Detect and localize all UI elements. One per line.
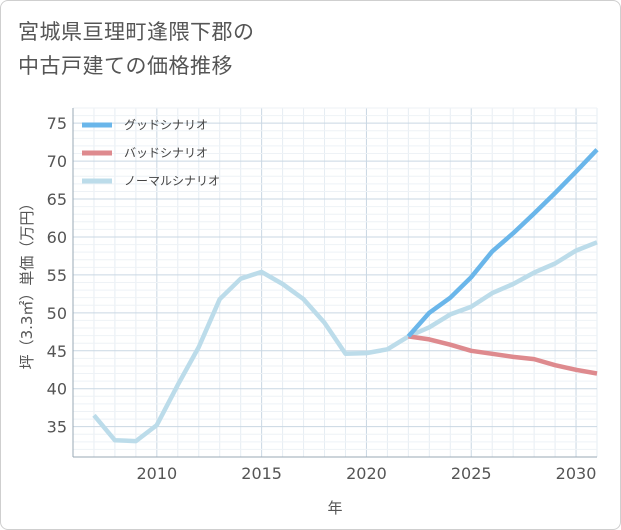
y-tick-label: 50 (47, 304, 67, 323)
y-tick-label: 40 (47, 380, 67, 399)
series-line (406, 148, 599, 338)
series-line (92, 240, 598, 444)
y-tick-label: 75 (47, 114, 67, 133)
y-tick-label: 60 (47, 228, 67, 247)
y-tick-label: 70 (47, 152, 67, 171)
y-tick-label: 35 (47, 418, 67, 437)
x-tick-label: 2025 (451, 464, 492, 483)
title-line-2: 中古戸建ての価格推移 (18, 54, 233, 78)
legend-label: グッドシナリオ (124, 118, 208, 132)
series-line (408, 334, 598, 376)
legend-label: ノーマルシナリオ (124, 174, 220, 188)
y-tick-label: 45 (47, 342, 67, 361)
x-tick-label: 2015 (241, 464, 282, 483)
title-line-1: 宮城県亘理町逢隈下郡の (18, 20, 255, 44)
legend-label: バッドシナリオ (124, 146, 208, 160)
x-tick-label: 2030 (556, 464, 597, 483)
x-tick-label: 2010 (136, 464, 177, 483)
y-axis-title: 坪（3.3㎡）単価（万円） (18, 196, 36, 370)
x-axis-title: 年 (327, 499, 342, 517)
chart-title: 宮城県亘理町逢隈下郡の 中古戸建ての価格推移 (18, 15, 578, 83)
y-tick-label: 55 (47, 266, 67, 285)
x-tick-label: 2020 (346, 464, 387, 483)
y-tick-label: 65 (47, 190, 67, 209)
